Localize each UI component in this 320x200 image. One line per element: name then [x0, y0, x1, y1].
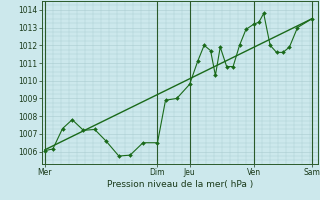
- X-axis label: Pression niveau de la mer( hPa ): Pression niveau de la mer( hPa ): [107, 180, 253, 189]
